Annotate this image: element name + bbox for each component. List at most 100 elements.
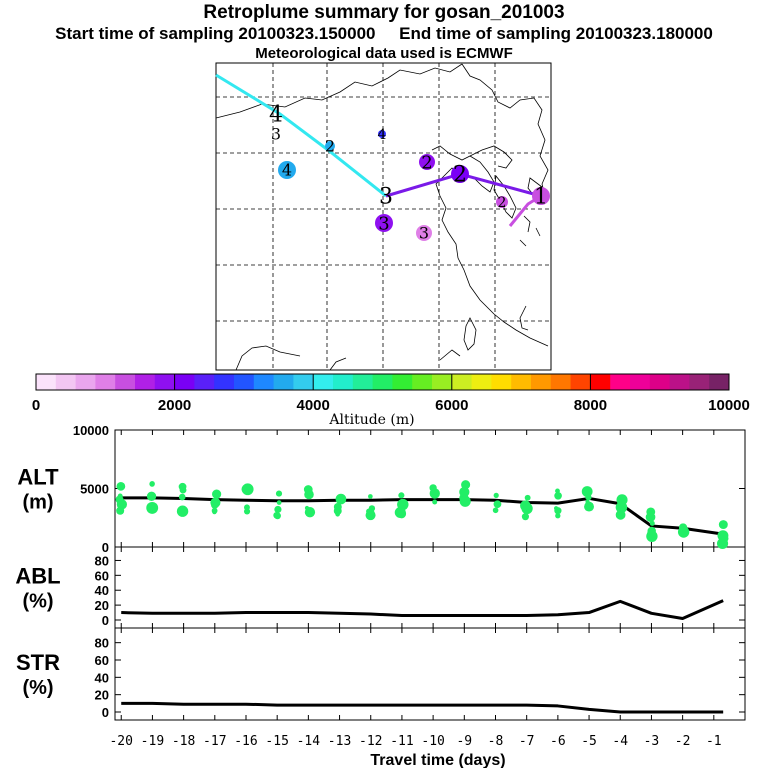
colorbar-ticks: 0 2000 4000 6000 8000 10000 [32, 374, 750, 414]
plume-marker: 4 [269, 103, 283, 128]
colorbar-cell [372, 374, 393, 390]
plume-marker: 3 [271, 125, 281, 144]
plume-particle-dot [397, 509, 407, 519]
plume-marker: 3 [379, 185, 393, 210]
x-tick-label: -3 [644, 734, 660, 749]
plume-particle-dot [304, 505, 310, 511]
plume-marker: 4 [378, 127, 387, 143]
met-data-label: Meteorological data used is ECMWF [255, 45, 513, 62]
plume-particle-dot [333, 502, 342, 511]
x-axis-label: Travel time (days) [370, 752, 505, 768]
colorbar-cell [550, 374, 572, 390]
colorbar-tick-label: 6000 [435, 397, 468, 414]
plume-particle-dot [585, 494, 592, 501]
colorbar-cell [570, 374, 591, 390]
plume-particle-dot [368, 494, 373, 499]
plume-marker-dot [325, 141, 335, 151]
y-tick-label: 0 [102, 705, 109, 720]
plume-particle-dot [178, 482, 187, 491]
colorbar-cell [689, 374, 710, 390]
alt-panel: 0 5000 10000 ALT(m) [17, 423, 746, 555]
plume-particle-dot [149, 481, 155, 487]
plume-marker-dot [532, 187, 550, 205]
plume-particle-dot [241, 484, 252, 495]
plume-particle-dot [649, 520, 655, 526]
colorbar-cell [531, 374, 552, 390]
panel-ylabel: STR [16, 650, 60, 675]
plume-particle-dot [495, 503, 500, 508]
colorbar-cell [135, 374, 156, 390]
plume-particle-dot [116, 481, 126, 491]
plume-particle-dot [275, 490, 283, 497]
y-tick-label: 5000 [80, 482, 109, 497]
plume-marker-label: 4 [269, 103, 283, 128]
plume-particle-dot [554, 506, 559, 511]
colorbar-cell [451, 374, 473, 390]
x-tick-label: -11 [390, 734, 413, 749]
y-tick-label: 20 [95, 598, 109, 613]
plume-particle-dot [459, 495, 471, 507]
plume-particle-dot [146, 491, 157, 502]
plume-particle-dot [524, 503, 532, 511]
colorbar-cell [392, 374, 413, 390]
plume-particle-dot [616, 504, 622, 509]
colorbar-cells [36, 374, 730, 390]
abl-series-line [121, 599, 724, 621]
plume-marker-dot [375, 214, 393, 232]
plume-particle-dot [677, 526, 690, 538]
plume-particle-dot [581, 486, 593, 497]
colorbar-cell [273, 374, 294, 390]
str-panel: 0 20 40 60 80 STR(%) [16, 627, 746, 721]
alt-series-line [121, 496, 724, 536]
x-tick-label: -1 [706, 734, 722, 749]
plume-marker-dot [419, 154, 435, 170]
colorbar-tick-label: 2000 [158, 397, 191, 414]
plume-particle-dot [276, 500, 282, 505]
plume-particle-dot [211, 501, 219, 509]
plume-particle-dot [615, 509, 626, 520]
y-tick-label: 0 [102, 613, 109, 628]
trajectory-segment-cyan [215, 73, 387, 198]
colorbar-cell [253, 374, 275, 390]
plume-marker-label: 2 [325, 137, 335, 156]
plume-particle-dot [274, 505, 282, 514]
plume-marker-dot [451, 165, 469, 183]
plume-particle-dot [212, 489, 222, 499]
colorbar-cell [95, 374, 116, 390]
plume-particle-dot [306, 486, 313, 493]
colorbar-cell [36, 374, 57, 390]
altitude-plume-dots [115, 480, 729, 550]
panel-ylabel-unit: (%) [22, 677, 53, 699]
y-tick-label: 80 [95, 553, 109, 568]
colorbar-cell [214, 374, 235, 390]
plume-marker: 4 [278, 161, 296, 180]
start-time-label: Start time of sampling 20100323.150000 [55, 24, 376, 43]
plume-particle-dot [274, 512, 281, 520]
plume-particle-dot [524, 494, 531, 501]
colorbar-cell [352, 374, 374, 390]
x-axis-ticks: -20 -19 -18 -17 -16 -15 -14 -13 -12 -11 -10 -9 -8 -7-… [109, 734, 721, 749]
map-gridlines [216, 63, 551, 370]
colorbar-cell [293, 374, 314, 390]
plume-marker: 2 [419, 152, 435, 173]
plume-particle-dot [398, 492, 405, 499]
colorbar-cell [432, 374, 453, 390]
x-tick-label: -9 [456, 734, 472, 749]
plume-marker-label: 3 [271, 125, 281, 144]
time-series-panels: 0500010000ALT(m)020406080ABL(%)020406080… [15, 423, 746, 721]
plume-particle-dot [178, 493, 186, 501]
y-tick-label: 0 [102, 540, 109, 555]
chart-title: Retroplume summary for gosan_201003 [203, 2, 565, 23]
plume-particle-dot [646, 507, 656, 517]
x-tick-label: -6 [550, 734, 566, 749]
colorbar-cell [333, 374, 354, 390]
colorbar-tick-label: 0 [32, 397, 40, 414]
x-tick-label: -17 [203, 734, 226, 749]
coastlines [215, 63, 549, 371]
plume-particle-dot [212, 509, 217, 515]
plume-marker-dot [496, 196, 508, 208]
x-tick-label: -16 [234, 734, 257, 749]
plume-particle-dot [555, 488, 560, 494]
